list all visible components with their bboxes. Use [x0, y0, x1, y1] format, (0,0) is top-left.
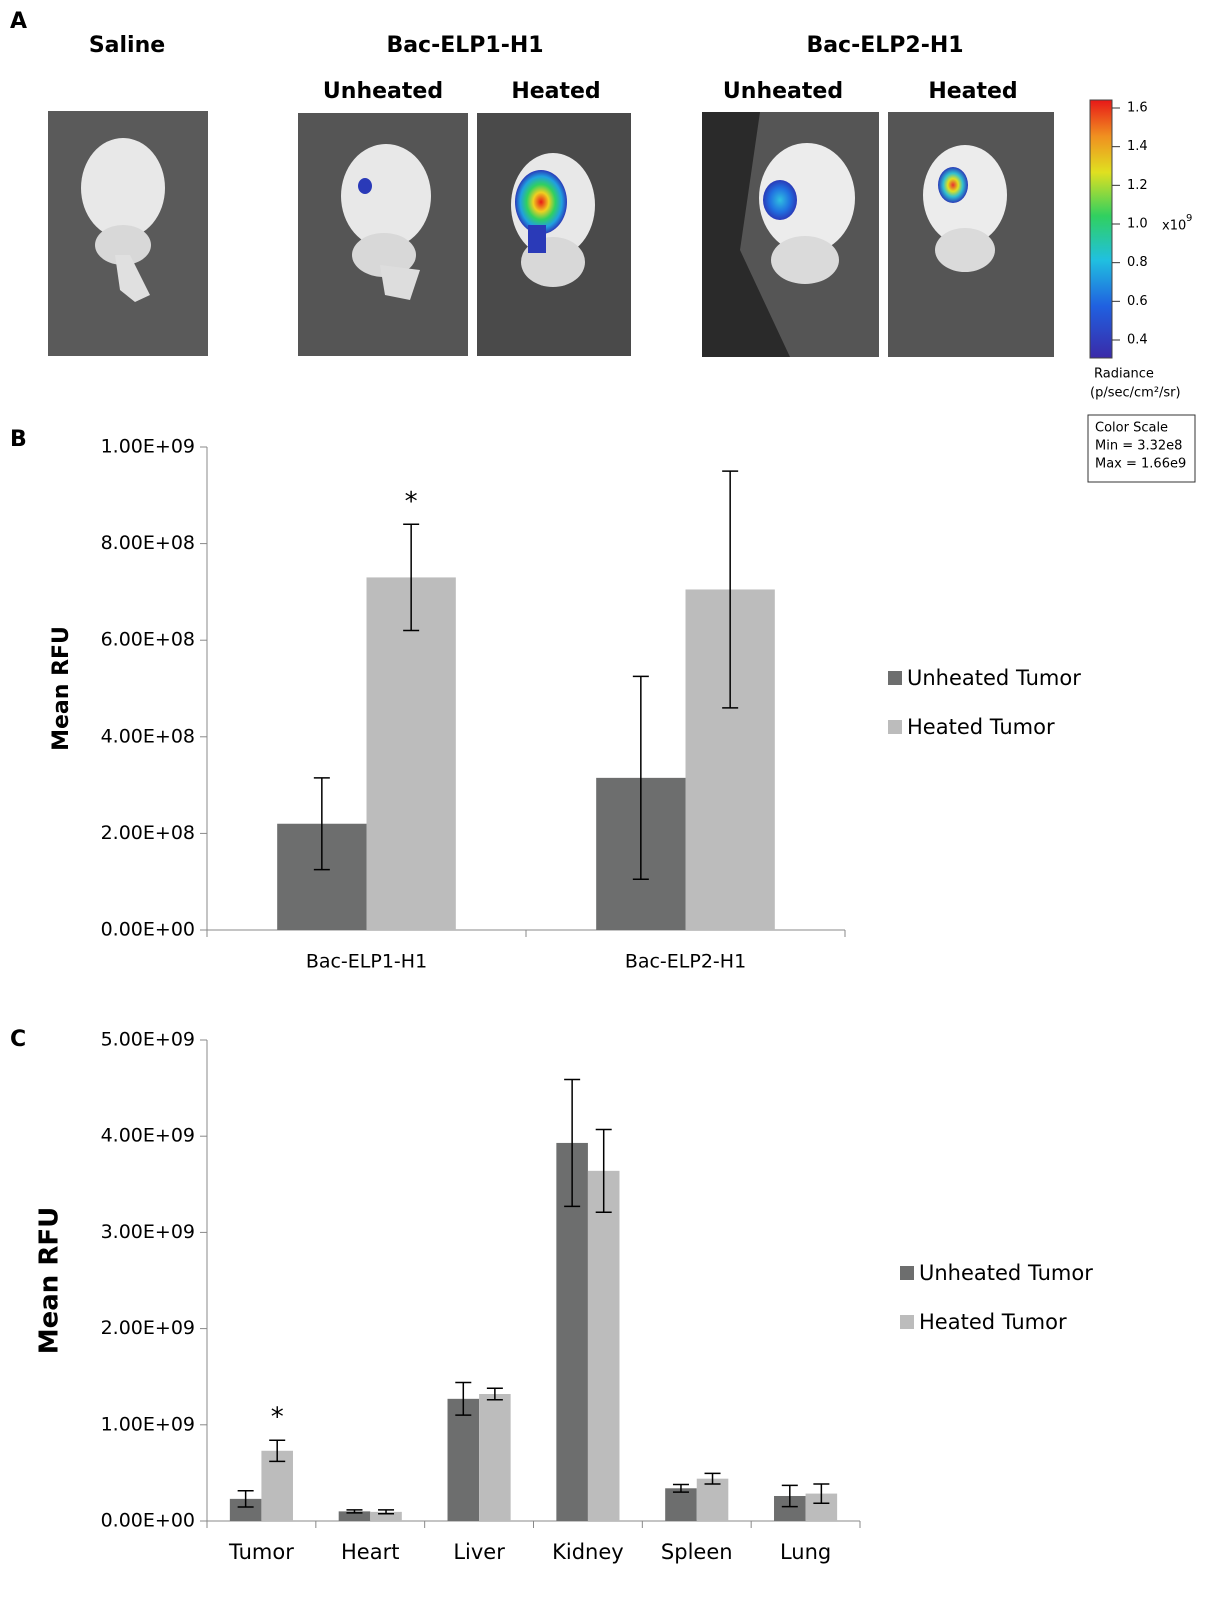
error-bar — [781, 1484, 798, 1508]
bar — [338, 1511, 371, 1521]
scale-box-line: Min = 3.32e8 — [1095, 439, 1182, 454]
x-tick-label: Heart — [341, 1540, 399, 1564]
error-bar — [313, 777, 330, 871]
error-bar — [346, 1509, 363, 1514]
y-tick-label: 0.00E+00 — [101, 1510, 195, 1532]
error-bar — [486, 1387, 503, 1401]
x-tick-label: Spleen — [661, 1540, 733, 1564]
bar — [447, 1398, 480, 1521]
error-bar — [378, 1509, 395, 1515]
y-tick-label: 2.00E+09 — [101, 1317, 195, 1339]
y-tick-label: 4.00E+09 — [101, 1125, 195, 1147]
brain-images — [48, 111, 1054, 357]
colorbar-tick-label: 0.4 — [1127, 333, 1148, 348]
legend-swatch — [900, 1266, 914, 1280]
y-tick-label: 1.00E+09 — [101, 1413, 195, 1435]
y-axis-label: Mean RFU — [49, 626, 74, 751]
x-tick-label: Kidney — [552, 1540, 624, 1564]
error-bar — [632, 675, 649, 881]
error-bar — [455, 1381, 472, 1416]
y-tick-label: 3.00E+09 — [101, 1221, 195, 1243]
scale-box-line: Max = 1.66e9 — [1095, 457, 1186, 472]
panel-label: A — [10, 9, 27, 34]
x-tick-label: Liver — [453, 1540, 505, 1564]
scale-box — [1087, 414, 1196, 483]
x-tick-label: Bac-ELP1-H1 — [306, 951, 427, 973]
legend-label: Heated Tumor — [907, 715, 1055, 739]
y-tick-label: 1.00E+09 — [101, 436, 195, 458]
panel-label: B — [10, 427, 27, 452]
colorbar-tick-label: 0.6 — [1127, 294, 1148, 309]
colorbar-tick-label: 0.8 — [1127, 255, 1148, 270]
bar — [370, 1511, 402, 1521]
colorbar-title: Radiance — [1094, 367, 1154, 382]
x-tick-label: Bac-ELP2-H1 — [625, 951, 746, 973]
colorbar-units: (p/sec/cm²/sr) — [1090, 386, 1181, 401]
legend-swatch — [900, 1315, 914, 1329]
y-tick-label: 4.00E+08 — [101, 725, 195, 747]
y-tick-label: 5.00E+09 — [101, 1029, 195, 1051]
group-title: Bac-ELP2-H1 — [806, 33, 963, 58]
bar — [366, 577, 456, 930]
colorbar — [1089, 99, 1113, 359]
colorbar-tick-label: 1.4 — [1127, 139, 1148, 154]
bar — [229, 1498, 262, 1521]
error-bar — [564, 1078, 581, 1208]
bar — [479, 1394, 511, 1521]
y-tick-label: 6.00E+08 — [101, 629, 195, 651]
bar — [261, 1450, 293, 1521]
group-title: Bac-ELP1-H1 — [386, 33, 543, 58]
group-title: Saline — [89, 33, 165, 58]
colorbar-exponent: 9 — [1186, 213, 1192, 224]
error-bar — [704, 1472, 721, 1485]
error-bar — [595, 1128, 612, 1213]
error-bar — [269, 1439, 286, 1463]
y-tick-label: 0.00E+00 — [101, 919, 195, 941]
legend-swatch — [888, 720, 902, 734]
legend-swatch — [888, 671, 902, 685]
error-bar — [722, 470, 739, 709]
colorbar-multiplier: x10 — [1162, 219, 1186, 234]
colorbar-tick-label: 1.2 — [1127, 178, 1148, 193]
image-title: Unheated — [723, 79, 843, 104]
error-bar — [672, 1483, 689, 1493]
y-tick-label: 2.00E+08 — [101, 822, 195, 844]
image-title: Unheated — [323, 79, 443, 104]
image-title: Heated — [511, 79, 600, 104]
significance-marker: * — [405, 487, 418, 517]
bar — [665, 1488, 697, 1521]
scale-box-line: Color Scale — [1095, 421, 1168, 436]
error-bar — [403, 523, 420, 632]
y-tick-label: 8.00E+08 — [101, 532, 195, 554]
bar — [587, 1170, 620, 1521]
legend-label: Unheated Tumor — [919, 1261, 1093, 1285]
y-axis-label: Mean RFU — [35, 1207, 65, 1355]
error-bar — [813, 1483, 830, 1504]
bar — [696, 1478, 729, 1521]
colorbar-tick-label: 1.6 — [1127, 101, 1148, 116]
panel-label: C — [10, 1027, 26, 1052]
significance-marker: * — [271, 1403, 284, 1433]
legend-label: Heated Tumor — [919, 1310, 1067, 1334]
error-bar — [237, 1489, 254, 1508]
colorbar-tick-label: 1.0 — [1127, 217, 1148, 232]
image-title: Heated — [928, 79, 1017, 104]
x-tick-label: Tumor — [228, 1540, 294, 1564]
x-tick-label: Lung — [780, 1540, 831, 1564]
legend-label: Unheated Tumor — [907, 666, 1081, 690]
